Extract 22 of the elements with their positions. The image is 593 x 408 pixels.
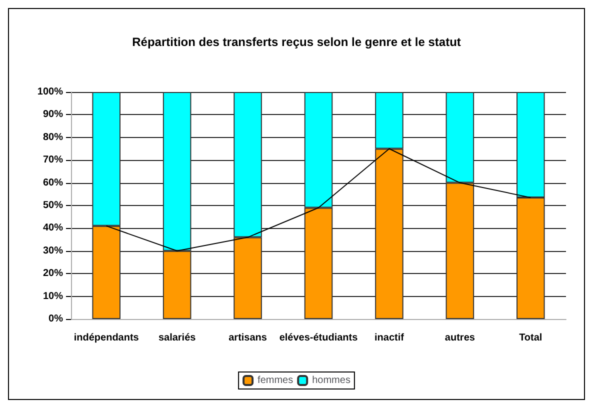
y-tick-label: 30% — [42, 245, 64, 256]
x-tick-label: artisans — [228, 332, 268, 344]
x-tick-label: salariés — [158, 332, 196, 344]
y-tick-label: 100% — [37, 86, 64, 98]
y-tick-label: 20% — [42, 268, 64, 280]
x-tick-label: inactif — [374, 332, 405, 344]
chart-title: Répartition des transferts reçus selon le genre et le statut — [132, 35, 461, 49]
y-tick-label: 80% — [42, 132, 64, 143]
y-tick-label: 50% — [42, 200, 64, 211]
y-tick-label: 0% — [48, 314, 64, 324]
legend-label: femmes — [258, 375, 294, 386]
x-tick-label: indépendants — [74, 332, 140, 344]
x-tick-label: autres — [444, 332, 476, 344]
y-tick-label: 10% — [42, 290, 64, 302]
x-tick-label: eléves-étudiants — [279, 332, 358, 344]
y-tick-label: 60% — [42, 177, 64, 188]
x-tick-label: Total — [519, 332, 542, 344]
y-tick-label: 70% — [42, 154, 64, 166]
y-tick-label: 90% — [42, 109, 64, 120]
legend-label: hommes — [312, 375, 350, 386]
y-tick-label: 40% — [42, 222, 64, 234]
line-series — [106, 148, 532, 252]
